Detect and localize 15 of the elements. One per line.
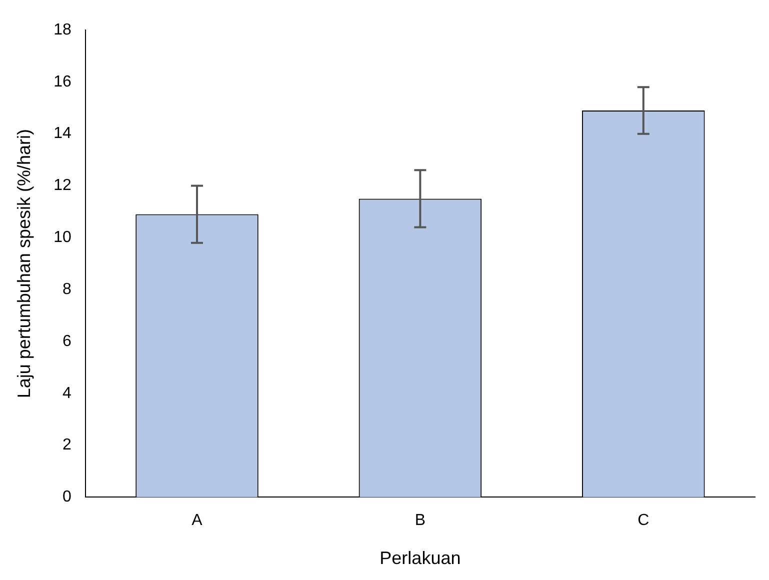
x-tick-label: C	[638, 512, 650, 530]
x-tick-label: A	[192, 512, 203, 530]
y-tick-label: 2	[62, 436, 72, 454]
y-tick-label: 4	[62, 384, 72, 402]
y-tick-label: 6	[62, 332, 72, 350]
y-tick-label: 10	[54, 229, 72, 246]
y-tick-label: 0	[62, 488, 72, 506]
x-tick-label: B	[414, 512, 426, 530]
y-tick-label: 8	[62, 280, 72, 298]
y-tick-label: 18	[54, 21, 72, 38]
y-tick-label: 16	[54, 73, 72, 90]
y-tick-label: 12	[54, 177, 72, 194]
y-tick-label: 14	[54, 125, 72, 142]
x-axis-title: Perlakuan	[380, 548, 461, 568]
y-axis-title: Laju pertumbuhan spesik (%/hari)	[14, 129, 34, 398]
